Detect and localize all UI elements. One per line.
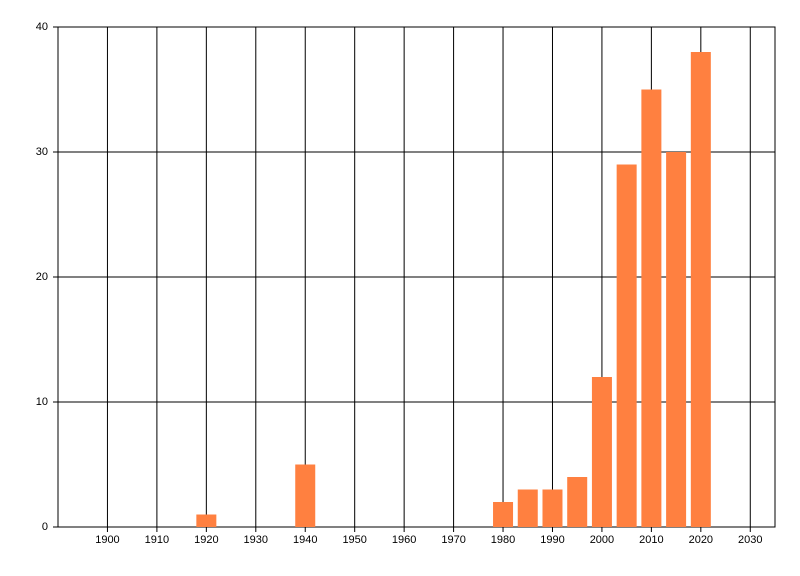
y-tick-label: 0 bbox=[42, 521, 48, 533]
bar bbox=[295, 464, 316, 527]
bar bbox=[666, 152, 687, 527]
x-tick-label: 1910 bbox=[145, 534, 169, 546]
x-tick-label: 1960 bbox=[392, 534, 416, 546]
x-tick-label: 1970 bbox=[441, 534, 465, 546]
x-tick-label: 1900 bbox=[95, 534, 119, 546]
bar bbox=[567, 477, 588, 527]
x-tick-label: 2010 bbox=[639, 534, 663, 546]
x-tick-label: 1940 bbox=[293, 534, 317, 546]
x-tick-label: 1920 bbox=[194, 534, 218, 546]
bar bbox=[493, 502, 514, 527]
bar bbox=[641, 89, 662, 527]
x-tick-label: 1950 bbox=[342, 534, 366, 546]
x-tick-label: 2030 bbox=[738, 534, 762, 546]
bar bbox=[196, 514, 217, 527]
x-tick-label: 1980 bbox=[491, 534, 515, 546]
y-tick-label: 20 bbox=[36, 271, 48, 283]
y-tick-label: 40 bbox=[36, 21, 48, 33]
bar bbox=[542, 489, 563, 527]
x-tick-label: 2020 bbox=[689, 534, 713, 546]
bar bbox=[517, 489, 538, 527]
x-tick-label: 1990 bbox=[540, 534, 564, 546]
x-tick-label: 1930 bbox=[244, 534, 268, 546]
bar bbox=[591, 377, 612, 527]
bar bbox=[690, 52, 711, 527]
y-tick-label: 30 bbox=[36, 146, 48, 158]
bar bbox=[616, 164, 637, 527]
x-tick-label: 2000 bbox=[590, 534, 614, 546]
y-tick-label: 10 bbox=[36, 396, 48, 408]
